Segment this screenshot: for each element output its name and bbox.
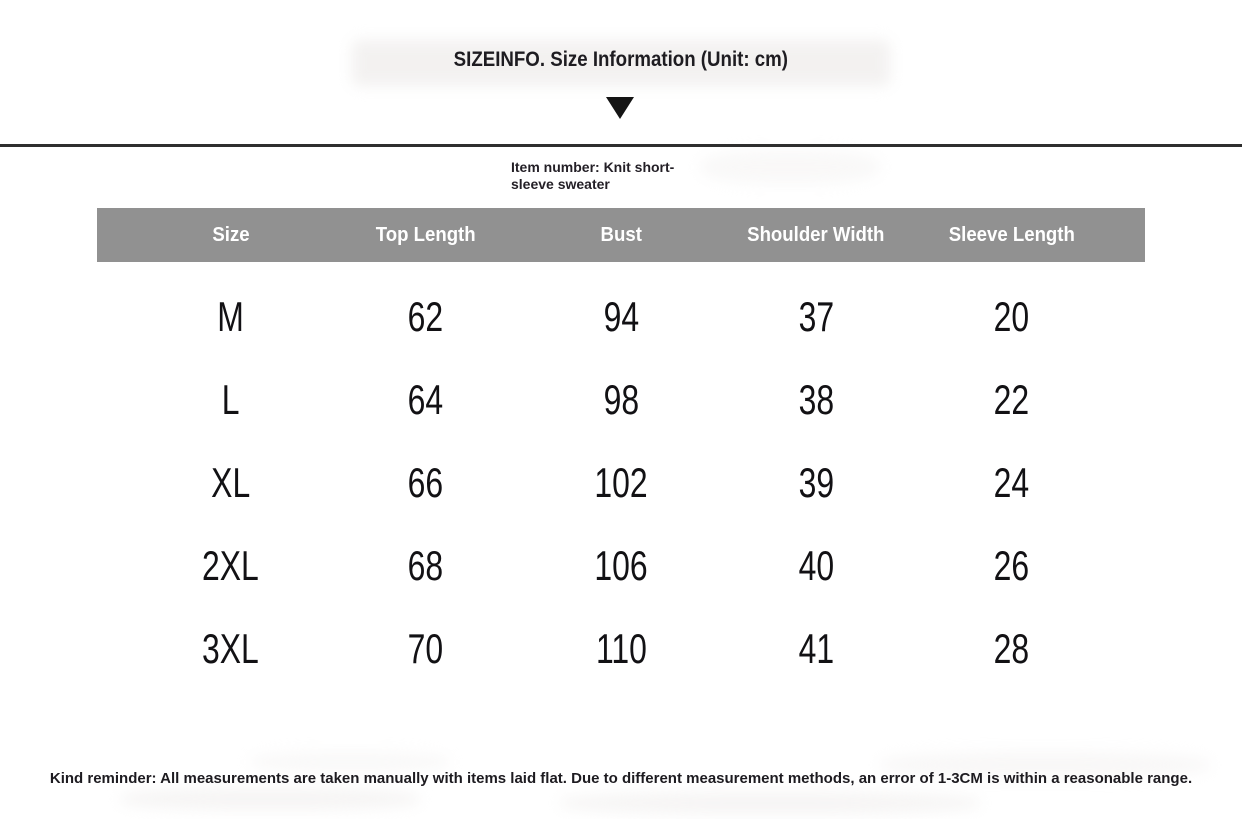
column-header-sleeve-length: Sleeve Length [948, 223, 1075, 246]
cell-size: M [217, 292, 244, 340]
cell-bust: 98 [603, 375, 639, 423]
cell-top-length: 62 [408, 292, 444, 340]
faded-background-patch [880, 752, 1210, 778]
cell-shoulder-width: 39 [798, 458, 834, 506]
cell-sleeve-length: 20 [993, 292, 1030, 340]
cell-shoulder-width: 41 [798, 624, 834, 672]
cell-bust: 102 [594, 458, 648, 506]
kind-reminder-text: Kind reminder: All measurements are take… [49, 770, 1193, 787]
horizontal-divider [0, 144, 1242, 147]
cell-shoulder-width: 38 [798, 375, 834, 423]
table-header-row: Size Top Length Bust Shoulder Width Slee… [97, 208, 1145, 262]
column-header-top-length: Top Length [375, 223, 476, 246]
table-row-xl: XL 66 102 39 24 [97, 441, 1145, 524]
faded-background-patch [700, 150, 880, 184]
cell-shoulder-width: 37 [798, 292, 834, 340]
cell-sleeve-length: 24 [993, 458, 1030, 506]
table-row-3xl: 3XL 70 110 41 28 [97, 607, 1145, 690]
column-header-size: Size [211, 223, 250, 246]
table-row-l: L 64 98 38 22 [97, 358, 1145, 441]
triangle-down-icon [606, 97, 634, 119]
cell-size: XL [211, 458, 251, 506]
cell-top-length: 64 [408, 375, 444, 423]
cell-sleeve-length: 26 [993, 541, 1030, 589]
cell-sleeve-length: 28 [993, 624, 1030, 672]
cell-shoulder-width: 40 [798, 541, 834, 589]
cell-top-length: 66 [408, 458, 444, 506]
faded-background-patch [250, 752, 450, 772]
table-row-2xl: 2XL 68 106 40 26 [97, 524, 1145, 607]
faded-background-patch [560, 792, 980, 814]
size-chart-table: Size Top Length Bust Shoulder Width Slee… [97, 208, 1145, 690]
page-title: SIZEINFO. Size Information (Unit: cm) [0, 48, 1242, 72]
cell-sleeve-length: 22 [993, 375, 1030, 423]
faded-background-patch [120, 788, 420, 810]
page-title-text: SIZEINFO. Size Information (Unit: cm) [453, 48, 789, 71]
cell-top-length: 70 [408, 624, 444, 672]
cell-bust: 106 [594, 541, 648, 589]
cell-size: 3XL [202, 624, 259, 672]
table-row-m: M 62 94 37 20 [97, 275, 1145, 358]
cell-size: L [221, 375, 240, 423]
cell-top-length: 68 [408, 541, 444, 589]
cell-size: 2XL [202, 541, 259, 589]
cell-bust: 94 [603, 292, 639, 340]
cell-bust: 110 [595, 624, 647, 672]
column-header-bust: Bust [600, 223, 642, 246]
item-number-label: Item number: Knit short-sleeve sweater [511, 159, 675, 192]
faded-background-patch [352, 40, 890, 86]
table-body: M 62 94 37 20 L 64 98 38 22 XL 66 102 39… [97, 262, 1145, 690]
column-header-shoulder-width: Shoulder Width [747, 223, 885, 246]
